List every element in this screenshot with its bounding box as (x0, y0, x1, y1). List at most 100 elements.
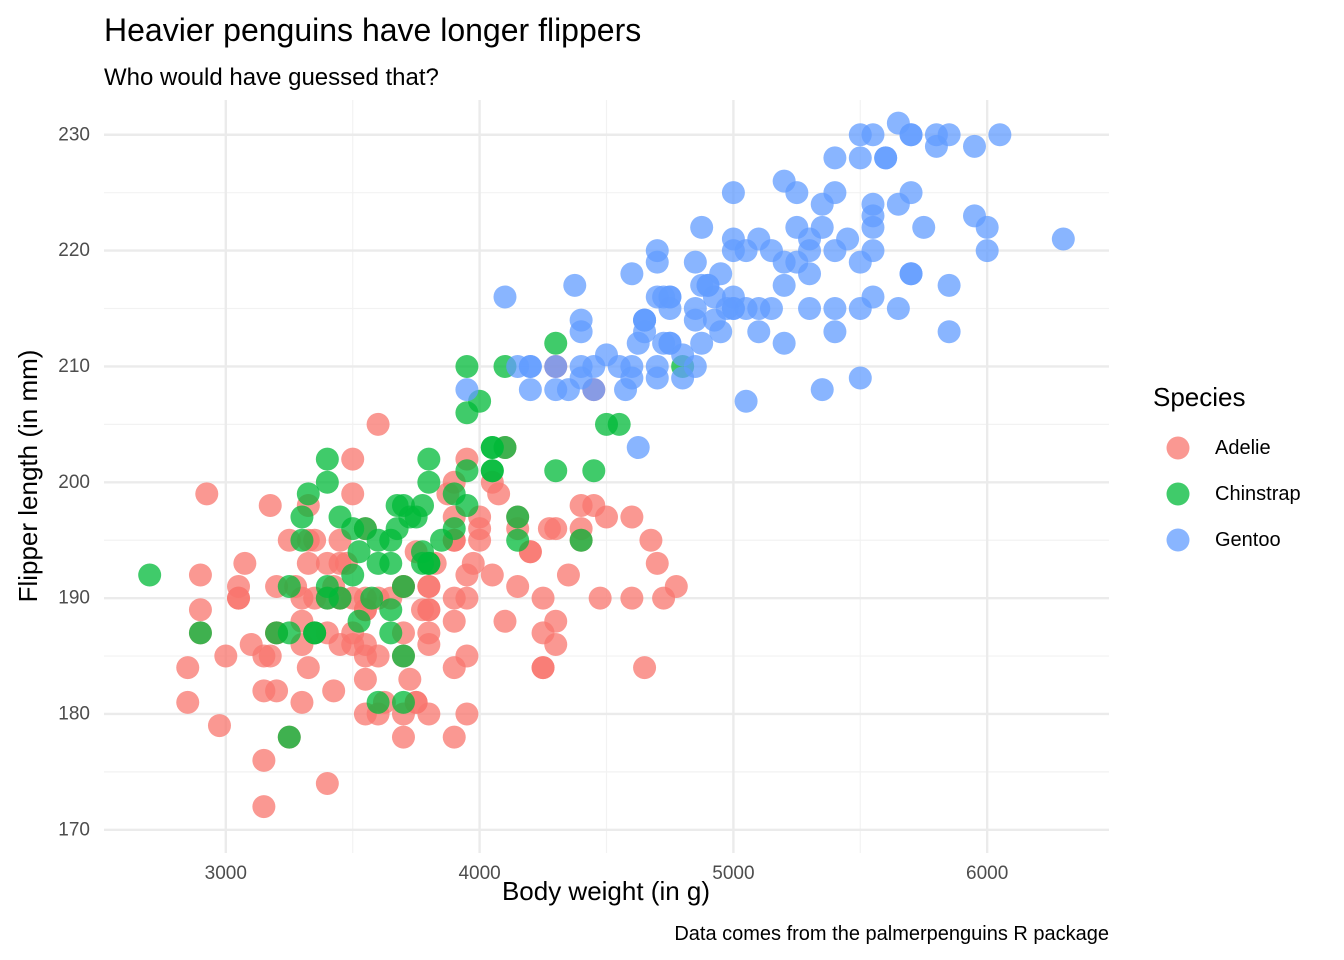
data-point-gentoo (569, 354, 593, 378)
data-point-adelie (645, 551, 669, 575)
data-point-adelie (188, 598, 212, 622)
data-point-gentoo (848, 366, 872, 390)
legend-key-adelie (1166, 436, 1190, 460)
data-point-gentoo (848, 297, 872, 321)
legend-key-chinstrap (1166, 482, 1190, 506)
data-point-gentoo (721, 285, 745, 309)
data-point-gentoo (937, 273, 961, 297)
data-point-gentoo (493, 285, 517, 309)
data-point-chinstrap (328, 505, 352, 529)
data-point-chinstrap (582, 459, 606, 483)
data-point-gentoo (810, 192, 834, 216)
data-point-adelie (398, 667, 422, 691)
data-point-adelie (442, 725, 466, 749)
data-point-gentoo (848, 146, 872, 170)
data-point-gentoo (734, 389, 758, 413)
data-point-gentoo (798, 262, 822, 286)
data-point-gentoo (975, 239, 999, 263)
data-point-chinstrap (430, 528, 454, 552)
x-axis-title: Body weight (in g) (502, 876, 710, 906)
data-point-adelie (531, 656, 555, 680)
data-point-adelie (214, 644, 238, 668)
data-point-adelie (455, 702, 479, 726)
data-point-adelie (582, 493, 606, 517)
data-point-chinstrap (411, 551, 435, 575)
data-point-gentoo (886, 192, 910, 216)
data-point-adelie (442, 656, 466, 680)
data-point-adelie (461, 551, 485, 575)
data-point-chinstrap (544, 331, 568, 355)
data-point-adelie (417, 575, 441, 599)
data-point-gentoo (690, 215, 714, 239)
data-point-chinstrap (595, 412, 618, 436)
data-point-gentoo (747, 297, 771, 321)
data-point-gentoo (988, 123, 1012, 147)
y-tick-label: 180 (58, 703, 90, 724)
data-point-chinstrap (277, 621, 301, 645)
data-point-gentoo (962, 134, 986, 158)
data-point-gentoo (683, 297, 707, 321)
data-point-chinstrap (315, 470, 339, 494)
data-point-gentoo (874, 146, 898, 170)
data-point-chinstrap (455, 459, 479, 483)
data-point-adelie (252, 679, 276, 703)
data-point-adelie (366, 412, 390, 436)
data-point-adelie (442, 609, 466, 633)
data-point-chinstrap (506, 505, 530, 529)
data-point-chinstrap (277, 575, 301, 599)
data-point-adelie (252, 795, 276, 819)
data-point-gentoo (975, 215, 999, 239)
data-point-chinstrap (366, 690, 390, 714)
data-point-adelie (417, 621, 441, 645)
data-point-chinstrap (379, 598, 403, 622)
chart-caption: Data comes from the palmerpenguins R pac… (674, 923, 1109, 945)
data-point-adelie (176, 690, 200, 714)
data-point-adelie (353, 644, 377, 668)
data-point-gentoo (683, 354, 707, 378)
data-point-gentoo (747, 320, 771, 344)
data-point-gentoo (518, 354, 542, 378)
data-point-gentoo (544, 354, 568, 378)
data-point-adelie (227, 586, 251, 610)
data-point-chinstrap (379, 528, 403, 552)
data-point-gentoo (620, 262, 644, 286)
data-point-chinstrap (277, 725, 301, 749)
data-point-gentoo (683, 250, 707, 274)
data-point-chinstrap (341, 563, 365, 587)
x-tick-label: 4000 (458, 863, 500, 884)
data-point-adelie (620, 586, 644, 610)
data-point-adelie (315, 771, 339, 795)
data-point-adelie (353, 667, 377, 691)
data-point-adelie (233, 551, 257, 575)
data-point-chinstrap (366, 551, 390, 575)
data-point-gentoo (899, 123, 923, 147)
data-point-adelie (664, 575, 688, 599)
data-point-chinstrap (379, 621, 403, 645)
data-point-chinstrap (417, 470, 441, 494)
data-point-gentoo (772, 273, 796, 297)
axis-ticks: 3000 4000 5000 6000 170 180 190 200 210 220 230 (58, 124, 1008, 884)
data-point-gentoo (633, 320, 657, 344)
data-point-gentoo (709, 262, 733, 286)
data-points (138, 111, 1075, 819)
data-point-gentoo (848, 123, 872, 147)
data-point-adelie (207, 714, 231, 738)
data-point-gentoo (582, 378, 606, 402)
data-point-gentoo (912, 215, 936, 239)
data-point-adelie (537, 517, 561, 541)
data-point-adelie (442, 586, 466, 610)
data-point-chinstrap (138, 563, 162, 587)
data-point-gentoo (518, 378, 542, 402)
y-tick-label: 210 (58, 356, 90, 377)
data-point-gentoo (798, 297, 822, 321)
data-point-adelie (296, 551, 320, 575)
data-point-adelie (341, 482, 365, 506)
data-point-gentoo (569, 308, 593, 332)
data-point-gentoo (626, 436, 650, 460)
legend: Species Adelie Chinstrap Gentoo (1153, 382, 1301, 552)
data-point-chinstrap (315, 586, 339, 610)
data-point-adelie (531, 586, 555, 610)
legend-label-adelie: Adelie (1215, 437, 1271, 459)
data-point-adelie (296, 656, 320, 680)
